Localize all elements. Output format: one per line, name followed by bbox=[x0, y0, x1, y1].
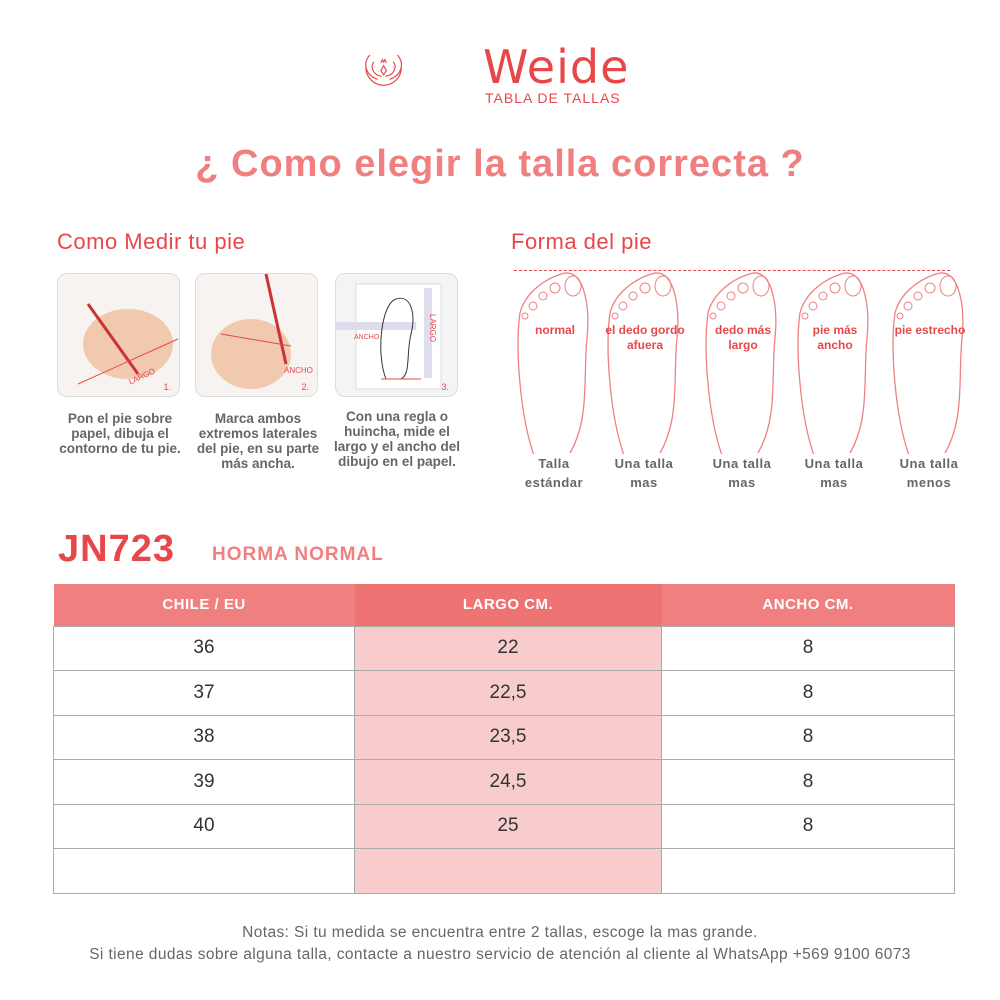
table-row: 37 22,5 8 bbox=[53, 670, 955, 716]
col-header-size: CHILE / EU bbox=[53, 584, 355, 626]
length-cell: 25 bbox=[354, 803, 662, 849]
caption-line: Una talla bbox=[804, 456, 864, 471]
model-type: HORMA NORMAL bbox=[212, 544, 384, 565]
caption-line: mas bbox=[728, 475, 756, 490]
caption-line: mas bbox=[630, 475, 658, 490]
table-row: 36 22 8 bbox=[53, 625, 955, 671]
foot-label: pie más ancho bbox=[812, 323, 858, 352]
width-cell: 8 bbox=[661, 803, 955, 849]
note-line-1: Notas: Si tu medida se encuentra entre 2… bbox=[242, 924, 758, 941]
size-cell bbox=[53, 848, 355, 894]
ancho-label: ANCHO bbox=[354, 334, 380, 341]
measure-heading: Como Medir tu pie bbox=[57, 229, 246, 254]
foot-outline-icon bbox=[517, 272, 589, 459]
step-2-image: ANCHO 2. bbox=[195, 273, 318, 397]
step-3-image: LARGO ANCHO 3. bbox=[335, 273, 458, 397]
foot-label: normal bbox=[534, 323, 575, 337]
foot-outline-icon bbox=[607, 272, 679, 459]
caption-line: Talla bbox=[538, 456, 570, 471]
foot-outline-icon bbox=[705, 272, 777, 459]
ancho-label: ANCHO bbox=[284, 366, 313, 375]
foot-label: pie estrecho bbox=[894, 323, 966, 337]
step-number: 3. bbox=[441, 382, 449, 392]
caption-line: Una talla bbox=[899, 456, 959, 471]
size-table: CHILE / EU LARGO CM. ANCHO CM. 36 22 8 37 22… bbox=[53, 584, 955, 894]
weide-logo-icon bbox=[365, 54, 403, 86]
foot-shape-3: dedo más largo bbox=[703, 268, 783, 459]
step-1-image: LARGO 1. bbox=[57, 273, 180, 397]
step-3-caption: Con una regla o huincha, mide el largo y… bbox=[333, 409, 461, 469]
size-cell: 37 bbox=[53, 670, 355, 716]
size-cell: 36 bbox=[53, 625, 355, 671]
foot-caption: Una talla mas bbox=[784, 454, 884, 492]
foot-shape-2: el dedo gordo afuera bbox=[605, 268, 685, 459]
caption-line: Una talla bbox=[614, 456, 674, 471]
foot-shape-4: pie más ancho bbox=[795, 268, 875, 459]
foot-caption: Talla estándar bbox=[504, 454, 604, 492]
brand-subtitle: TABLA DE TALLAS bbox=[485, 90, 621, 106]
width-cell: 8 bbox=[661, 759, 955, 805]
width-cell: 8 bbox=[661, 714, 955, 760]
length-cell bbox=[354, 848, 662, 894]
size-cell: 38 bbox=[53, 714, 355, 760]
col-header-width: ANCHO CM. bbox=[661, 584, 955, 626]
foot-caption: Una talla mas bbox=[692, 454, 792, 492]
foot-label: el dedo gordo afuera bbox=[605, 323, 685, 352]
foot-outline-icon bbox=[797, 272, 869, 459]
caption-line: estándar bbox=[524, 475, 584, 490]
foot-shape-1: normal bbox=[515, 268, 595, 459]
table-row: 38 23,5 8 bbox=[53, 714, 955, 760]
step-1-caption: Pon el pie sobre papel, dibuja el contor… bbox=[59, 411, 181, 456]
foot-outline-icon bbox=[892, 272, 964, 459]
caption-line: Una talla bbox=[712, 456, 772, 471]
brand-name: Weide bbox=[483, 40, 630, 94]
shape-heading: Forma del pie bbox=[511, 229, 653, 254]
length-cell: 22,5 bbox=[354, 670, 662, 716]
caption-line: menos bbox=[906, 475, 952, 490]
size-cell: 39 bbox=[53, 759, 355, 805]
largo-label: LARGO bbox=[428, 314, 437, 343]
length-cell: 23,5 bbox=[354, 714, 662, 760]
page-title: ¿ Como elegir la talla correcta ? bbox=[195, 143, 805, 185]
size-cell: 40 bbox=[53, 803, 355, 849]
length-cell: 22 bbox=[354, 625, 662, 671]
foot-caption: Una talla menos bbox=[879, 454, 979, 492]
model-code: JN723 bbox=[58, 528, 175, 570]
step-number: 2. bbox=[301, 382, 309, 392]
foot-label: dedo más largo bbox=[714, 323, 771, 352]
notes: Notas: Si tu medida se encuentra entre 2… bbox=[0, 922, 1000, 966]
step-number: 1. bbox=[163, 382, 171, 392]
width-cell: 8 bbox=[661, 670, 955, 716]
foot-caption: Una talla mas bbox=[594, 454, 694, 492]
table-row: 39 24,5 8 bbox=[53, 759, 955, 805]
foot-shape-5: pie estrecho bbox=[890, 268, 970, 459]
width-cell: 8 bbox=[661, 625, 955, 671]
length-cell: 24,5 bbox=[354, 759, 662, 805]
caption-line: mas bbox=[820, 475, 848, 490]
step-2-caption: Marca ambos extremos laterales del pie, … bbox=[196, 411, 320, 471]
table-row bbox=[53, 848, 955, 894]
table-row: 40 25 8 bbox=[53, 803, 955, 849]
width-cell bbox=[661, 848, 955, 894]
note-line-2: Si tiene dudas sobre alguna talla, conta… bbox=[89, 946, 911, 963]
col-header-length: LARGO CM. bbox=[354, 584, 662, 626]
